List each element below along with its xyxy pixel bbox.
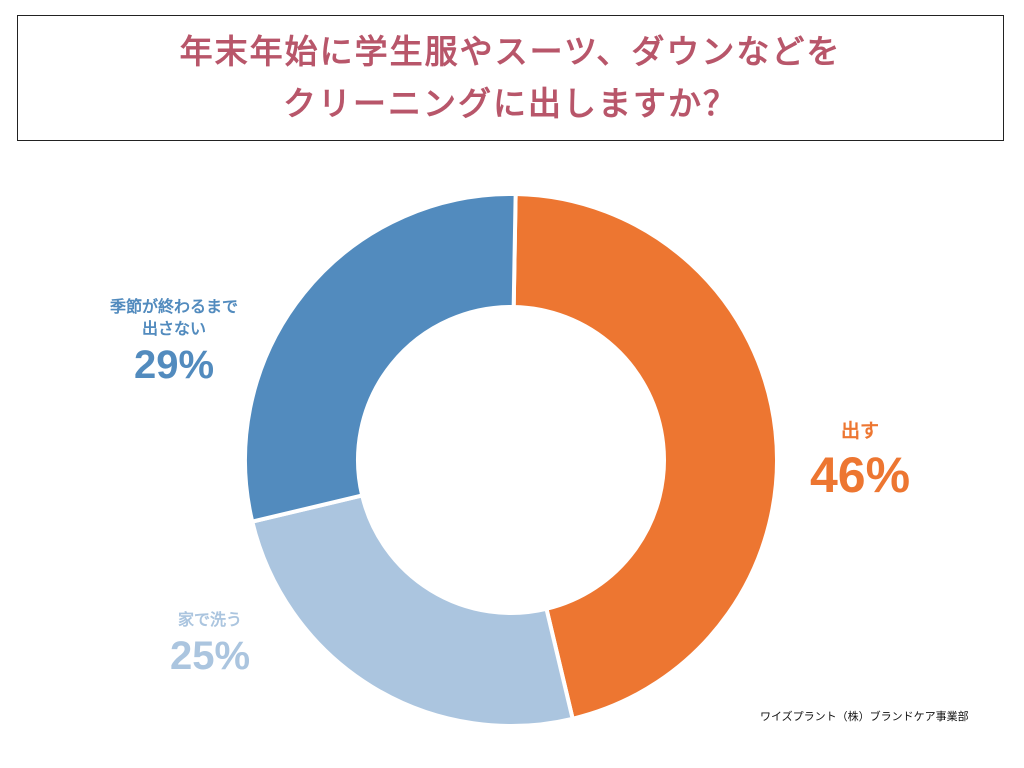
chart-title-line-2: クリーニングに出しますか？ bbox=[283, 84, 738, 123]
slice-ie-de-arau bbox=[250, 493, 575, 728]
label-ie-de-arau: 家で洗う 25% bbox=[150, 609, 270, 681]
title-box: 年末年始に学生服やスーツ、ダウンなどを クリーニングに出しますか？ bbox=[17, 15, 1004, 141]
label-kisetsu-name-line-1: 季節が終わるまで bbox=[109, 297, 238, 316]
slice-dasu bbox=[511, 192, 779, 721]
chart-title-line-1: 年末年始に学生服やスーツ、ダウンなどを bbox=[179, 32, 842, 71]
label-kisetsu-percent: 29% bbox=[133, 343, 215, 387]
label-ie-de-arau-percent: 25% bbox=[169, 634, 251, 678]
label-ie-de-arau-name: 家で洗う bbox=[177, 610, 242, 629]
label-kisetsu: 季節が終わるまで 出さない 29% bbox=[94, 296, 254, 390]
label-dasu-percent: 46% bbox=[809, 447, 911, 503]
label-dasu: 出す 46% bbox=[800, 418, 920, 506]
credit-text: ワイズプラント（株）ブランドケア事業部 bbox=[760, 710, 969, 723]
label-dasu-name: 出す bbox=[840, 420, 879, 442]
label-kisetsu-name-line-2: 出さない bbox=[141, 319, 206, 338]
slice-kisetsu bbox=[243, 192, 518, 524]
